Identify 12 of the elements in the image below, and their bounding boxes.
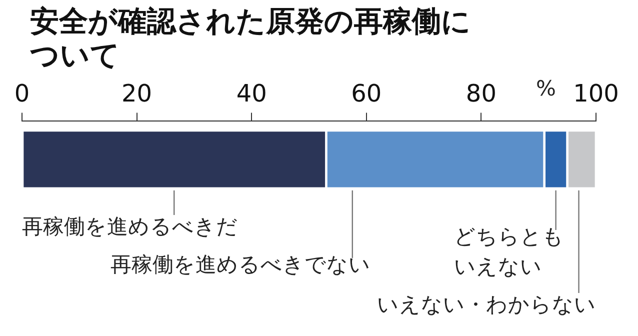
- x-tick-label: 20: [122, 80, 152, 108]
- x-tick-label: 80: [466, 80, 496, 108]
- text: 再稼働を進めるべきでない: [110, 252, 370, 276]
- text: いえない・わからない: [377, 292, 596, 316]
- series-label: どちらともいえない: [454, 224, 564, 278]
- x-tick-label: 60: [351, 80, 382, 108]
- chart-title: 安全が確認された原発の再稼働について: [29, 3, 472, 74]
- x-axis-title: %: [536, 76, 556, 100]
- x-tick-label: 100: [573, 80, 619, 108]
- x-tick-label: 40: [236, 80, 267, 108]
- series-label: 再稼働を進めるべきだ: [22, 214, 238, 238]
- x-tick-label: 0: [14, 80, 30, 108]
